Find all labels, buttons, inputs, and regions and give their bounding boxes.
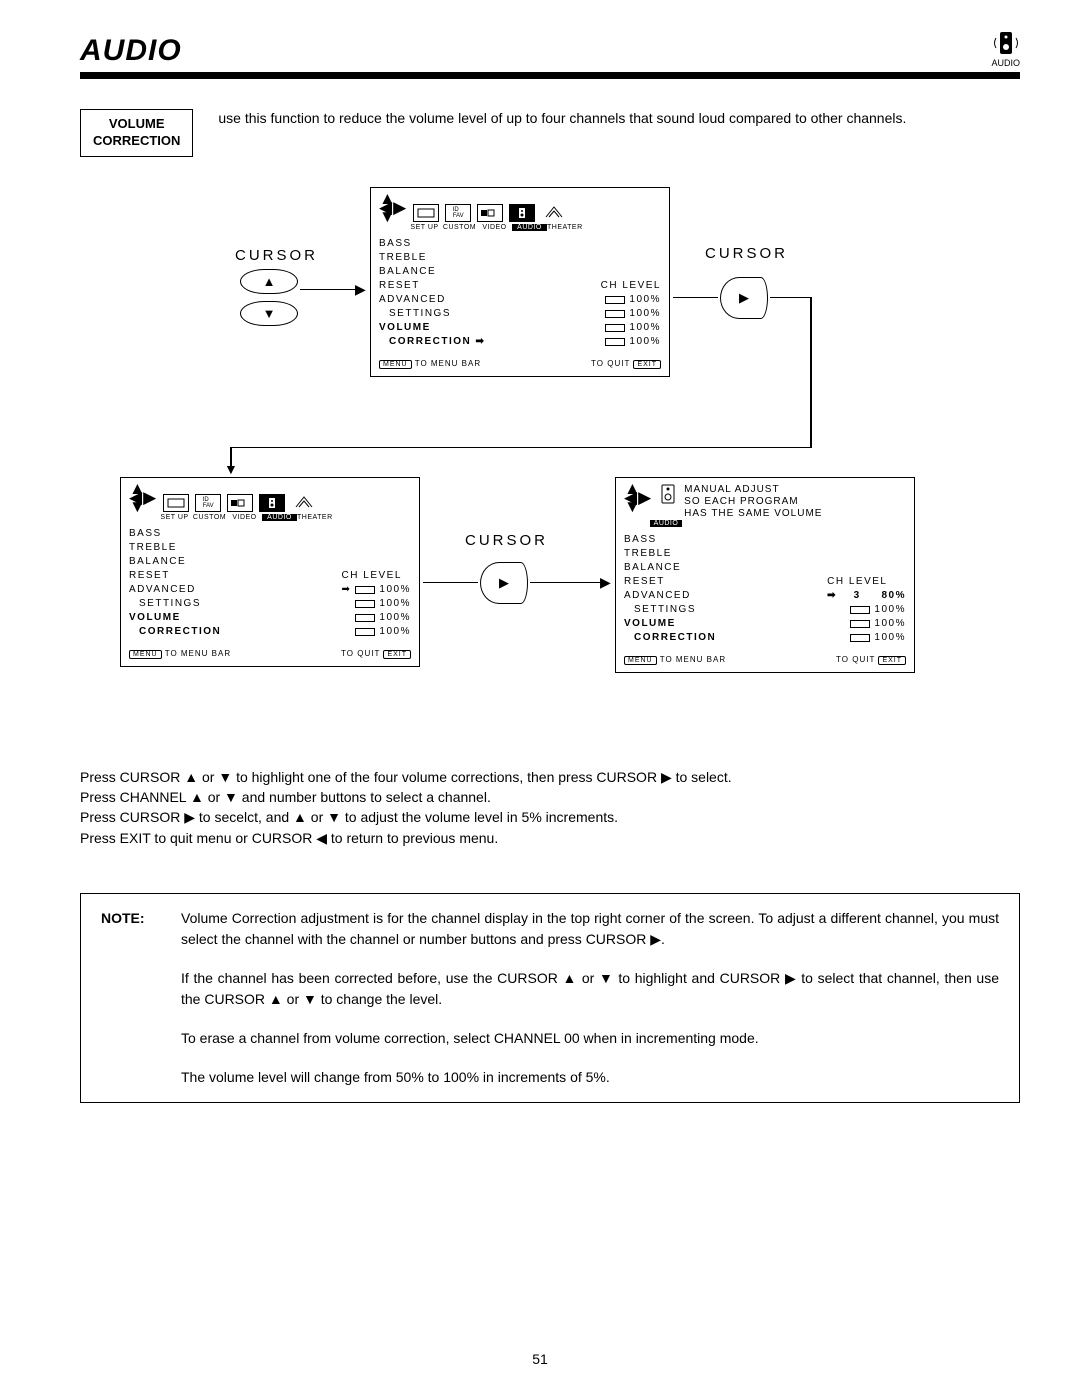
tab-label: VIDEO — [477, 224, 512, 231]
note-box: NOTE: Volume Correction adjustment is fo… — [80, 893, 1020, 1103]
page-title: AUDIO — [80, 34, 182, 68]
note-label: NOTE: — [101, 908, 181, 950]
footer-text: TO QUIT — [591, 359, 630, 368]
menu-item: RESET — [379, 279, 485, 293]
level-value: 100% — [629, 307, 661, 321]
tab-audio-icon — [509, 204, 535, 222]
cursor-label: CURSOR — [235, 247, 318, 264]
note-p3: To erase a channel from volume correctio… — [181, 1028, 999, 1049]
cursor-label: CURSOR — [705, 245, 788, 262]
tab-setup-icon — [413, 204, 439, 222]
instruction-line: Press CURSOR ▲ or ▼ to highlight one of … — [80, 767, 1020, 787]
cursor-up-button[interactable]: ▲ — [240, 269, 298, 294]
page-number: 51 — [0, 1351, 1080, 1367]
tab-video-icon — [477, 204, 503, 222]
menu-panel-a: ▲◀▶▼ IDFAV SET UP CUSTOM VIDEO AUDIO THE… — [370, 187, 670, 377]
ch-num: 3 — [854, 589, 861, 603]
instruction-line: Press CURSOR ▶ to secelct, and ▲ or ▼ to… — [80, 807, 1020, 827]
speaker-icon-small — [660, 484, 676, 504]
note-p1: Volume Correction adjustment is for the … — [181, 908, 999, 950]
header-divider — [80, 72, 1020, 79]
cursor-label: CURSOR — [465, 532, 548, 549]
footer-text: TO MENU BAR — [415, 359, 481, 368]
menu-item-volume: VOLUME — [379, 321, 485, 335]
level-value: 100% — [629, 293, 661, 307]
tab-theater-icon — [541, 203, 567, 222]
exit-key: EXIT — [633, 360, 661, 369]
menu-panel-c: ▲◀▶▼ MANUAL ADJUST SO EACH PROGRAM HAS T… — [615, 477, 915, 673]
adjust-note: HAS THE SAME VOLUME — [684, 508, 822, 520]
cursor-right-button[interactable]: ▶ — [720, 277, 768, 319]
level-value: 80% — [881, 589, 906, 603]
menu-item: TREBLE — [379, 251, 485, 265]
section-intro-text: use this function to reduce the volume l… — [218, 109, 1020, 129]
menu-panel-b: ▲◀▶▼ IDFAV SET UPCUSTOMVIDEOAUDIOTHEATER… — [120, 477, 420, 667]
cursor-down-button[interactable]: ▼ — [240, 301, 298, 326]
tab-label: SET UP — [407, 224, 442, 231]
menu-item: BASS — [379, 237, 485, 251]
adjust-note: MANUAL ADJUST — [684, 484, 822, 496]
ch-level-label: CH LEVEL — [601, 279, 661, 293]
instruction-line: Press EXIT to quit menu or CURSOR ◀ to r… — [80, 828, 1020, 848]
menu-item: SETTINGS — [379, 307, 485, 321]
note-p4: The volume level will change from 50% to… — [181, 1067, 999, 1088]
note-p2: If the channel has been corrected before… — [181, 968, 999, 1010]
tab-label: CUSTOM — [442, 224, 477, 231]
menu-item: ADVANCED — [379, 293, 485, 307]
menu-key: MENU — [379, 360, 412, 369]
cursor-right-button[interactable]: ▶ — [480, 562, 528, 604]
level-value: 100% — [629, 335, 661, 349]
nav-arrows-icon: ▲◀▶▼ — [379, 194, 407, 222]
section-label-box: VOLUME CORRECTION — [80, 109, 193, 157]
tab-label-active: AUDIO — [512, 224, 547, 231]
instruction-line: Press CHANNEL ▲ or ▼ and number buttons … — [80, 787, 1020, 807]
flow-diagram: ▲◀▶▼ IDFAV SET UP CUSTOM VIDEO AUDIO THE… — [80, 187, 1020, 747]
menu-item-correction: CORRECTION ➡ — [379, 335, 485, 349]
header-right-label: AUDIO — [991, 58, 1020, 68]
adjust-note: SO EACH PROGRAM — [684, 496, 822, 508]
level-value: 100% — [629, 321, 661, 335]
header-audio-icon-block: AUDIO — [991, 30, 1020, 68]
tab-label: THEATER — [547, 224, 582, 231]
tab-custom-icon: IDFAV — [445, 204, 471, 222]
speaker-icon — [992, 30, 1020, 56]
menu-item: BALANCE — [379, 265, 485, 279]
instructions-block: Press CURSOR ▲ or ▼ to highlight one of … — [80, 767, 1020, 848]
